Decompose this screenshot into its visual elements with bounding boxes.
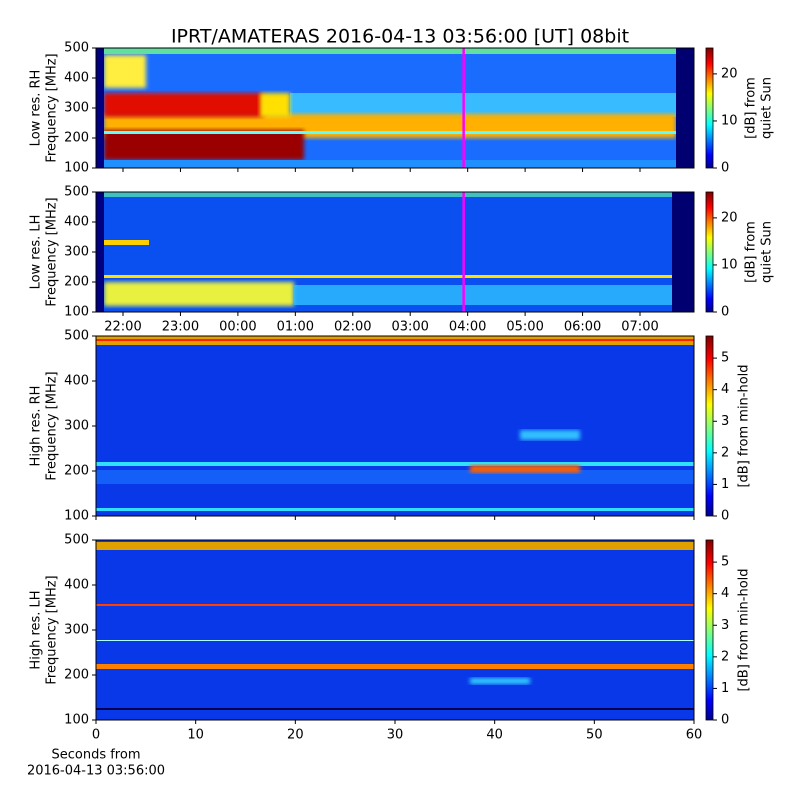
colorbar: [705, 191, 714, 313]
y-tick-label: 200: [64, 668, 89, 683]
colorbar: [705, 335, 714, 517]
x-tick-label: 05:00: [506, 320, 543, 335]
colorbar-tick-label: 1: [721, 681, 729, 696]
y-axis-label: High res. LH: [29, 590, 44, 669]
y-tick-label: 400: [64, 71, 89, 86]
y-tick-label: 100: [64, 305, 89, 320]
chart-title: IPRT/AMATERAS 2016-04-13 03:56:00 [UT] 0…: [171, 26, 629, 48]
colorbar-tick-label: 1: [721, 477, 729, 492]
colorbar-tick-label: 3: [721, 414, 729, 429]
y-tick-label: 500: [64, 185, 89, 200]
x-tick-label: 04:00: [449, 320, 486, 335]
y-tick-label: 500: [64, 329, 89, 344]
colorbar-tick-label: 2: [721, 649, 729, 664]
colorbar-tick-label: 0: [721, 713, 729, 728]
x-tick-label: 23:00: [162, 320, 199, 335]
colorbar-tick-label: 0: [721, 161, 729, 176]
y-tick-label: 100: [64, 713, 89, 728]
y-tick-label: 100: [64, 161, 89, 176]
x-tick-label: 30: [387, 728, 404, 743]
x-axis-label: 2016-04-13 03:56:00: [27, 764, 165, 779]
colorbar-label: quiet Sun: [760, 77, 775, 139]
x-tick-label: 00:00: [219, 320, 256, 335]
y-tick-label: 500: [64, 41, 89, 56]
colorbar: [705, 47, 714, 169]
colorbar-tick-label: 20: [721, 66, 738, 81]
x-tick-label: 10: [187, 728, 204, 743]
colorbar-tick-label: 4: [721, 586, 729, 601]
colorbar: [705, 539, 714, 721]
y-axis-label: Low res. RH: [29, 70, 44, 147]
y-tick-label: 300: [64, 101, 89, 116]
x-tick-label: 0: [92, 728, 100, 743]
x-tick-label: 02:00: [334, 320, 371, 335]
colorbar-tick-label: 5: [721, 351, 729, 366]
y-tick-label: 400: [64, 578, 89, 593]
colorbar-tick-label: 0: [721, 509, 729, 524]
y-tick-label: 200: [64, 131, 89, 146]
colorbar-tick-label: 4: [721, 382, 729, 397]
colorbar-tick-label: 3: [721, 618, 729, 633]
y-axis-label: High res. RH: [29, 386, 44, 467]
x-tick-label: 50: [586, 728, 603, 743]
y-axis-label: Frequency [MHz]: [45, 575, 60, 684]
x-tick-label: 01:00: [277, 320, 314, 335]
colorbar-label: [dB] from min-hold: [737, 364, 752, 487]
x-tick-label: 07:00: [621, 320, 658, 335]
y-axis-label: Low res. LH: [29, 215, 44, 290]
y-tick-label: 300: [64, 245, 89, 260]
y-tick-label: 400: [64, 215, 89, 230]
y-tick-label: 200: [64, 275, 89, 290]
colorbar-label: [dB] from: [744, 221, 759, 283]
x-tick-label: 06:00: [564, 320, 601, 335]
x-axis-label: Seconds from: [51, 748, 140, 763]
colorbar-tick-label: 2: [721, 445, 729, 460]
y-tick-label: 500: [64, 533, 89, 548]
colorbar-label: quiet Sun: [760, 221, 775, 283]
colorbar-tick-label: 0: [721, 305, 729, 320]
y-axis-label: Frequency [MHz]: [45, 371, 60, 480]
colorbar-tick-label: 10: [721, 257, 738, 272]
y-tick-label: 300: [64, 419, 89, 434]
y-tick-label: 200: [64, 464, 89, 479]
x-tick-label: 60: [686, 728, 703, 743]
y-axis-label: Frequency [MHz]: [45, 53, 60, 162]
y-axis-label: Frequency [MHz]: [45, 197, 60, 306]
colorbar-tick-label: 20: [721, 210, 738, 225]
x-tick-label: 22:00: [104, 320, 141, 335]
y-tick-label: 400: [64, 374, 89, 389]
y-tick-label: 300: [64, 623, 89, 638]
x-tick-label: 03:00: [391, 320, 428, 335]
spectrogram-texture: [96, 48, 694, 720]
colorbar-label: [dB] from: [744, 77, 759, 139]
y-tick-label: 100: [64, 509, 89, 524]
colorbar-label: [dB] from min-hold: [737, 568, 752, 691]
colorbar-tick-label: 5: [721, 555, 729, 570]
x-tick-label: 20: [287, 728, 304, 743]
colorbar-tick-label: 10: [721, 113, 738, 128]
x-tick-label: 40: [486, 728, 503, 743]
